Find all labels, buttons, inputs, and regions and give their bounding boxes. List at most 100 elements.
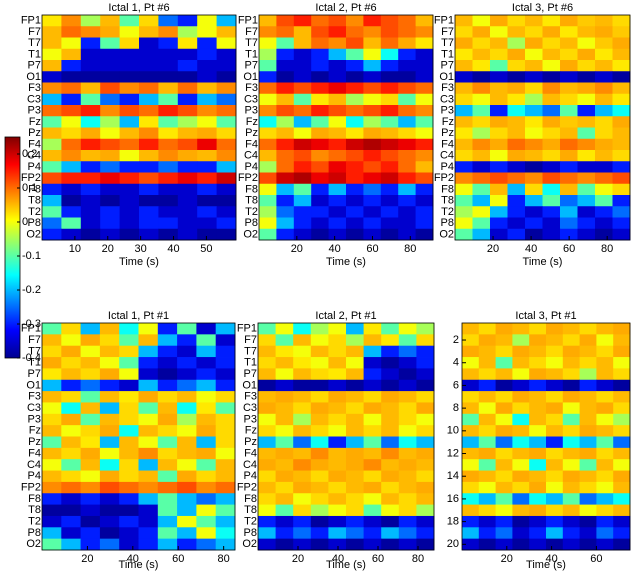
heatmap-cell (462, 368, 480, 381)
heatmap-cell (119, 138, 140, 151)
heatmap-cell (100, 93, 120, 106)
heatmap-cell (177, 26, 198, 38)
heatmap-cell (196, 481, 217, 494)
y-tick-label: 20 (447, 538, 459, 550)
heatmap-cell (311, 195, 329, 207)
heatmap-cell (529, 334, 547, 347)
heatmap-cell (138, 425, 159, 437)
heatmap-cell (577, 93, 596, 106)
y-tick-label: P7 (441, 60, 454, 72)
heatmap-cell (157, 368, 178, 381)
heatmap-cell (512, 470, 530, 483)
x-tick-label: 20 (487, 243, 499, 255)
heatmap-cell (80, 391, 101, 403)
heatmap-cell (472, 183, 491, 196)
heatmap-cell (328, 138, 347, 151)
heatmap-cell (416, 368, 435, 381)
heatmap-cell (381, 493, 400, 505)
heatmap-cell (100, 116, 120, 128)
heatmap-cell (100, 37, 120, 50)
heatmap-cell (415, 217, 434, 230)
heatmap-cell (216, 37, 237, 50)
heatmap-cell (560, 48, 578, 61)
heatmap-cell (177, 538, 197, 551)
heatmap-cell (455, 138, 473, 151)
y-tick-label: C3 (243, 402, 257, 414)
heatmap-cell (157, 379, 178, 392)
heatmap-cell (328, 391, 347, 403)
heatmap-cell (196, 504, 217, 517)
heatmap-cell (80, 425, 101, 437)
heatmap-cell (139, 26, 159, 38)
heatmap-cell (577, 217, 596, 230)
heatmap-cell (293, 60, 312, 72)
heatmap-cell (490, 183, 508, 196)
heatmap-cell (595, 206, 613, 218)
y-tick-label: F7 (28, 334, 41, 346)
heatmap-cell (61, 183, 82, 196)
heatmap-cell (177, 172, 198, 185)
heatmap-cell (196, 357, 217, 369)
heatmap-cell (562, 470, 580, 483)
heatmap-cell (119, 379, 139, 392)
heatmap-cell (495, 459, 513, 471)
heatmap-cell (416, 504, 435, 517)
heatmap-cell (472, 161, 491, 173)
heatmap-cell (612, 26, 631, 38)
colorbar-tick-label: 0.2 (22, 148, 37, 160)
heatmap-cell (80, 228, 101, 241)
heatmap-cell (595, 116, 613, 128)
heatmap-cell (415, 116, 434, 128)
heatmap-cell (328, 493, 347, 505)
x-tick-label: 60 (590, 553, 602, 565)
heatmap-cell (276, 48, 295, 61)
heatmap-cell (512, 368, 530, 381)
heatmap-cell (562, 334, 580, 347)
heatmap-cell (512, 481, 530, 494)
heatmap-cell (381, 345, 400, 358)
heatmap-cell (100, 71, 120, 83)
heatmap-cell (546, 504, 564, 517)
heatmap-cell (380, 228, 399, 241)
y-tick-label: Pz (28, 127, 41, 139)
heatmap-cell (197, 183, 217, 196)
heatmap-cell (311, 60, 329, 72)
heatmap-cell (398, 26, 416, 38)
heatmap-cell (381, 459, 400, 471)
heatmap-cell (197, 206, 217, 218)
heatmap-cell (562, 447, 580, 460)
heatmap-cell (380, 161, 399, 173)
heatmap-cell (258, 334, 276, 347)
heatmap-cell (415, 172, 434, 185)
heatmap-cell (346, 138, 364, 151)
heatmap-cell (495, 515, 513, 528)
heatmap-cell (139, 206, 159, 218)
heatmap-cell (80, 493, 101, 505)
heatmap-cell (546, 334, 564, 347)
heatmap-cell (507, 15, 526, 27)
heatmap-cell (80, 436, 101, 449)
heatmap-cell (579, 493, 597, 505)
heatmap-cell (157, 391, 178, 403)
heatmap-cell (99, 379, 120, 392)
heatmap-cell (490, 15, 508, 27)
heatmap-cell (415, 161, 434, 173)
heatmap-cell (577, 161, 596, 173)
heatmap-cell (478, 357, 496, 369)
heatmap-cell (613, 413, 631, 426)
y-tick-label: C4 (243, 459, 257, 471)
heatmap-cell (525, 195, 543, 207)
heatmap-cell (507, 161, 526, 173)
heatmap-cell (490, 228, 508, 241)
heatmap-cell (100, 172, 120, 185)
heatmap-cell (562, 357, 580, 369)
heatmap-cell (595, 195, 613, 207)
heatmap-cell (328, 334, 347, 347)
y-tick-label: F3 (28, 82, 41, 94)
heatmap-cell (42, 138, 62, 151)
heatmap-cell (529, 379, 547, 392)
heatmap-cell (577, 138, 596, 151)
heatmap-cell (525, 217, 543, 230)
heatmap-cell (363, 481, 382, 494)
